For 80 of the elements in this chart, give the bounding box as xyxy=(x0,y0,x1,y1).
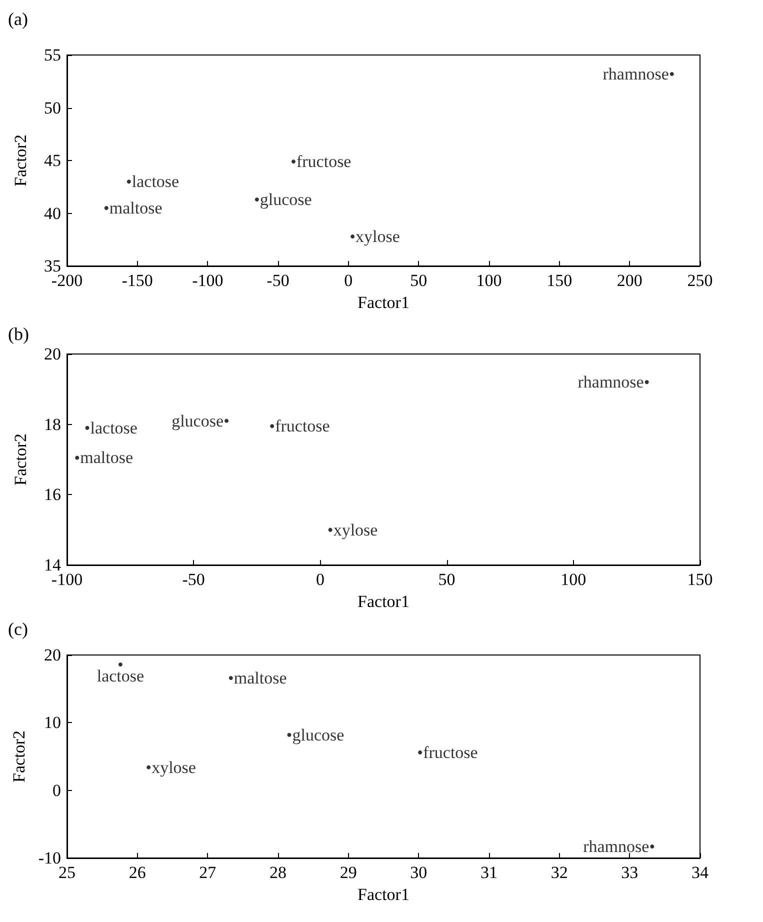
x-axis-title: Factor1 xyxy=(358,885,410,904)
series-label: glucose xyxy=(172,411,224,430)
x-tick-label: 33 xyxy=(621,863,638,882)
y-axis-title: Factor2 xyxy=(11,434,30,486)
point xyxy=(291,160,296,164)
x-tick-label: 100 xyxy=(560,570,586,589)
x-tick-label: 150 xyxy=(546,271,572,290)
chart-title: (a) xyxy=(8,9,28,29)
point xyxy=(224,418,229,423)
y-tick-label: 45 xyxy=(44,151,61,170)
x-tick-label: -100 xyxy=(192,271,224,290)
chart-title: (c) xyxy=(8,619,28,639)
point xyxy=(350,234,355,238)
x-tick-label: 200 xyxy=(616,271,642,290)
x-tick-label: 32 xyxy=(550,863,568,882)
point xyxy=(146,765,151,770)
point xyxy=(644,380,649,384)
point xyxy=(118,662,122,666)
x-tick-label: 26 xyxy=(128,863,146,882)
x-tick-label: 28 xyxy=(270,863,286,882)
series-label: fructose xyxy=(296,152,352,172)
y-tick-label: -10 xyxy=(38,848,61,868)
x-tick-label: -50 xyxy=(266,271,290,290)
point xyxy=(228,676,233,680)
y-tick-label: 0 xyxy=(52,780,61,800)
x-tick-label: 150 xyxy=(687,570,713,589)
x-tick-label: 31 xyxy=(480,863,498,882)
y-tick-label: 16 xyxy=(44,485,61,504)
x-axis-title: Factor1 xyxy=(358,293,410,312)
series-label: rhamnose xyxy=(578,372,644,392)
y-tick-label: 20 xyxy=(44,344,61,364)
point xyxy=(85,426,90,430)
y-axis-title: Factor2 xyxy=(11,134,30,186)
point xyxy=(418,750,422,754)
x-tick-label: 0 xyxy=(316,570,324,589)
x-tick-label: 250 xyxy=(687,271,713,290)
y-tick-label: 40 xyxy=(44,204,61,223)
x-tick-label: -150 xyxy=(122,271,153,290)
point xyxy=(287,732,292,737)
series-label: glucose xyxy=(292,725,344,744)
point xyxy=(670,72,674,76)
x-tick-label: 29 xyxy=(340,863,357,882)
x-tick-label: 25 xyxy=(58,863,76,882)
series-label: maltose xyxy=(109,198,162,218)
y-tick-label: 55 xyxy=(44,46,61,64)
series-label: rhamnose xyxy=(583,836,650,856)
x-tick-label: 50 xyxy=(438,570,456,589)
chart-title: (b) xyxy=(8,324,29,344)
series-label: fructose xyxy=(275,416,330,436)
x-tick-label: 27 xyxy=(199,863,217,882)
point xyxy=(104,206,108,210)
y-tick-label: 20 xyxy=(44,646,61,664)
series-label: maltose xyxy=(234,668,287,688)
x-axis-title: Factor1 xyxy=(358,592,410,611)
x-tick-label: 34 xyxy=(692,863,709,882)
x-tick-label: 0 xyxy=(344,271,353,290)
series-label: xylose xyxy=(333,520,378,540)
series-label: fructose xyxy=(423,742,478,762)
point xyxy=(75,456,80,460)
point xyxy=(270,424,274,428)
point xyxy=(254,198,259,202)
series-label: lactose xyxy=(90,418,138,438)
series-label: lactose xyxy=(96,666,144,686)
x-tick-label: 100 xyxy=(476,271,502,290)
x-tick-label: -50 xyxy=(182,570,205,589)
y-tick-label: 10 xyxy=(44,713,61,732)
point xyxy=(328,528,332,532)
series-label: maltose xyxy=(80,448,134,468)
y-tick-label: 18 xyxy=(44,414,61,434)
x-tick-label: 50 xyxy=(410,271,428,290)
point xyxy=(650,844,654,848)
series-label: xylose xyxy=(152,758,196,777)
y-axis-title: Factor2 xyxy=(9,730,28,782)
x-tick-label: 30 xyxy=(410,863,428,882)
series-label: xylose xyxy=(356,226,400,246)
point xyxy=(126,180,131,184)
series-label: lactose xyxy=(132,172,180,192)
series-label: glucose xyxy=(260,190,312,210)
y-tick-label: 50 xyxy=(44,98,61,118)
series-label: rhamnose xyxy=(602,64,669,84)
